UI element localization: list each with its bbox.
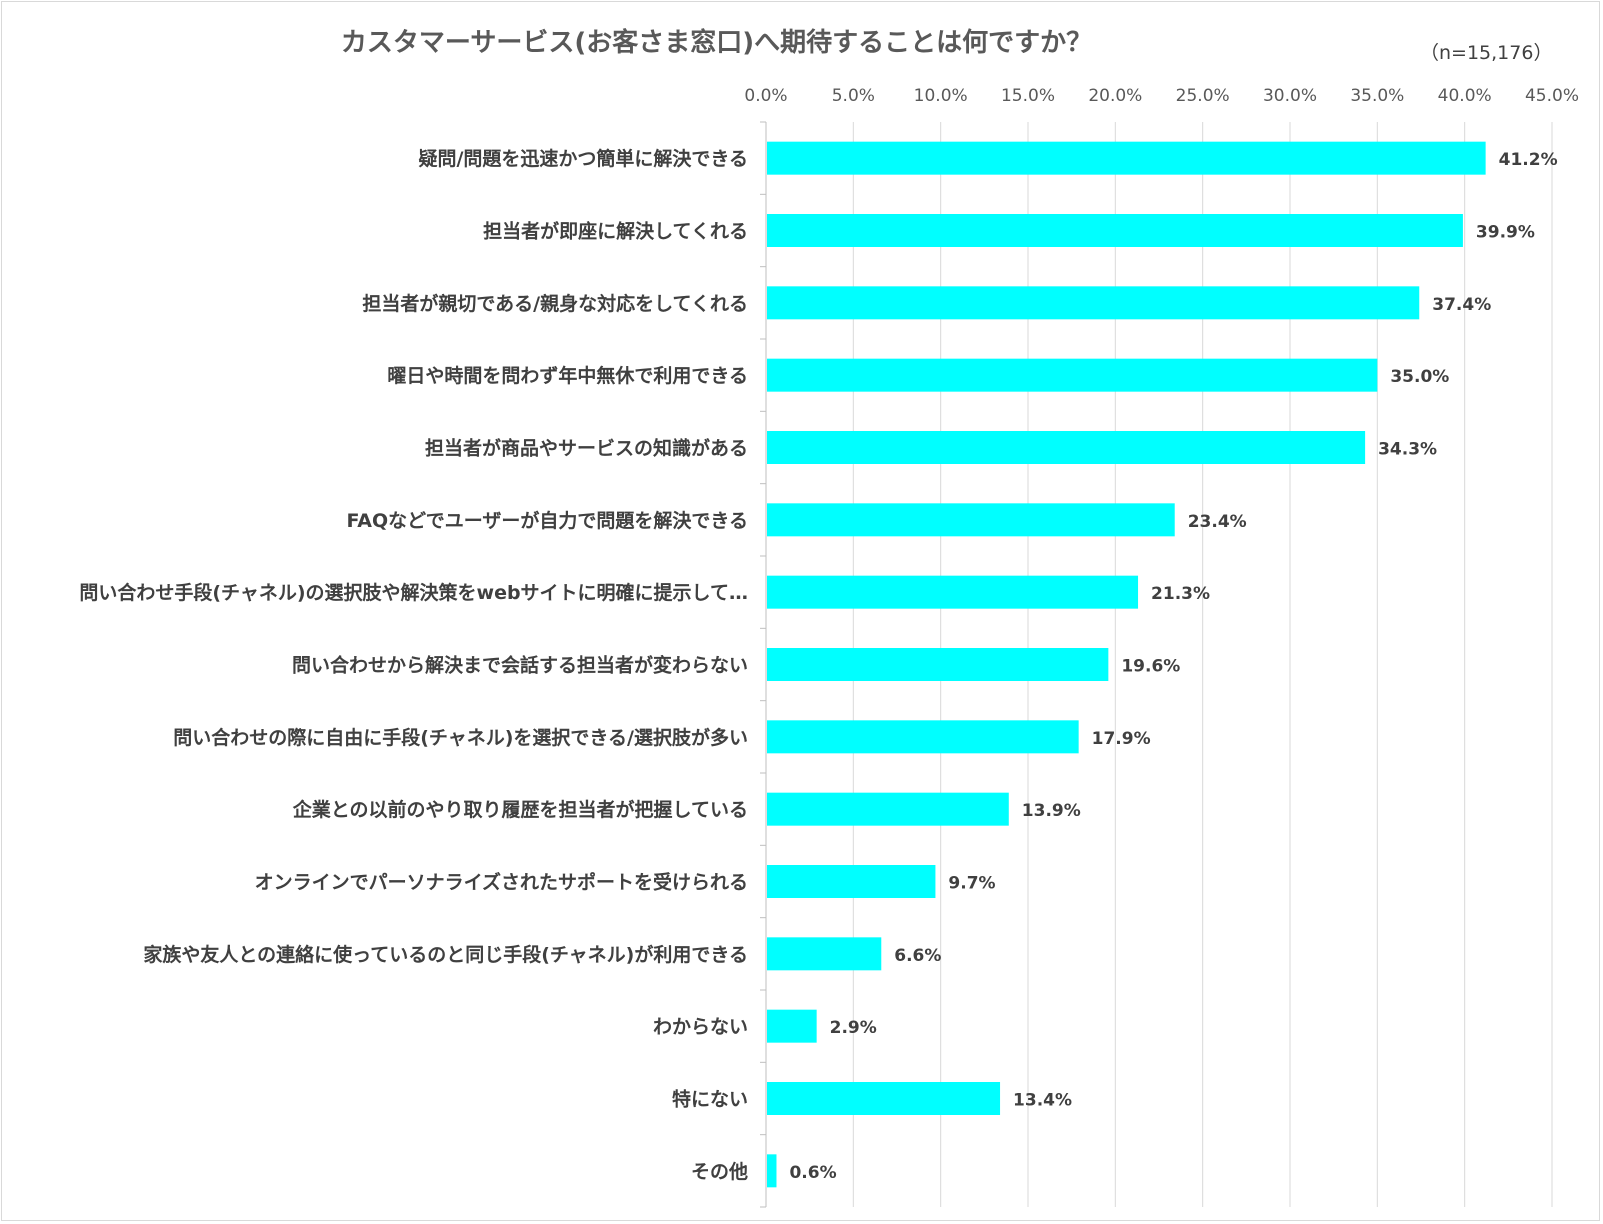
data-label: 23.4% bbox=[1188, 512, 1247, 532]
x-tick-label: 45.0% bbox=[1525, 86, 1579, 106]
bar bbox=[767, 575, 1139, 609]
bar bbox=[767, 503, 1175, 537]
x-tick-label: 30.0% bbox=[1263, 86, 1317, 106]
bar bbox=[767, 792, 1009, 826]
bars bbox=[767, 141, 1486, 1188]
bar bbox=[767, 1082, 1001, 1115]
category-label: 問い合わせから解決まで会話する担当者が変わらない bbox=[292, 654, 748, 677]
bar bbox=[767, 431, 1366, 464]
category-label: 担当者が親切である/親身な対応をしてくれる bbox=[362, 292, 748, 315]
category-label: その他 bbox=[691, 1160, 748, 1183]
x-tick-label: 0.0% bbox=[744, 86, 787, 106]
x-tick-label: 15.0% bbox=[1001, 86, 1055, 106]
bar bbox=[767, 865, 936, 898]
category-label: 問い合わせ手段(チャネル)の選択肢や解決策をwebサイトに明確に提示して… bbox=[79, 581, 748, 604]
bar bbox=[767, 358, 1378, 392]
x-tick-label: 20.0% bbox=[1088, 86, 1142, 106]
category-label: FAQなどでユーザーが自力で問題を解決できる bbox=[346, 509, 748, 532]
category-label: わからない bbox=[653, 1016, 748, 1038]
bar bbox=[767, 286, 1420, 320]
data-label: 37.4% bbox=[1432, 295, 1491, 315]
data-label: 13.9% bbox=[1022, 801, 1081, 821]
data-label: 0.6% bbox=[789, 1163, 836, 1183]
bar bbox=[767, 214, 1463, 247]
data-label: 34.3% bbox=[1378, 440, 1437, 460]
data-label: 35.0% bbox=[1390, 367, 1449, 387]
bar bbox=[767, 648, 1109, 681]
category-label: 企業との以前のやり取り履歴を担当者が把握している bbox=[292, 798, 748, 821]
data-label: 9.7% bbox=[948, 874, 995, 894]
data-label: 41.2% bbox=[1499, 150, 1558, 170]
bar bbox=[767, 141, 1486, 175]
bar bbox=[767, 937, 882, 971]
x-tick-label: 5.0% bbox=[832, 86, 875, 106]
bar bbox=[767, 1154, 777, 1188]
x-axis-tick-labels: 0.0% 5.0% 10.0% 15.0% 20.0% 25.0% 30.0% 35.0% 40… bbox=[744, 86, 1579, 106]
data-label: 17.9% bbox=[1092, 729, 1151, 749]
x-tick-label: 40.0% bbox=[1438, 86, 1492, 106]
category-label: 担当者が即座に解決してくれる bbox=[483, 220, 748, 243]
bar bbox=[767, 1009, 817, 1043]
data-label: 21.3% bbox=[1151, 584, 1210, 604]
category-label: オンラインでパーソナライズされたサポートを受けられる bbox=[255, 871, 748, 894]
category-label: 特にない bbox=[672, 1089, 748, 1111]
category-label: 家族や友人との連絡に使っているのと同じ手段(チャネル)が利用できる bbox=[143, 943, 748, 966]
category-axis bbox=[760, 121, 767, 1208]
data-label: 2.9% bbox=[830, 1018, 877, 1038]
category-label: 担当者が商品やサービスの知識がある bbox=[425, 437, 748, 460]
value-labels: 41.2% 39.9% 37.4% 35.0% 34.3% 23.4% 21.3% 19.6%… bbox=[789, 150, 1557, 1183]
data-label: 39.9% bbox=[1476, 223, 1535, 243]
category-label: 曜日や時間を問わず年中無休で利用できる bbox=[387, 364, 748, 387]
category-label: 疑問/問題を迅速かつ簡単に解決できる bbox=[418, 147, 748, 170]
data-label: 6.6% bbox=[894, 946, 941, 966]
chart-title: カスタマーサービス(お客さま窓口)へ期待することは何ですか？ bbox=[340, 28, 1093, 58]
x-tick-label: 10.0% bbox=[914, 86, 968, 106]
category-label: 問い合わせの際に自由に手段(チャネル)を選択できる/選択肢が多い bbox=[173, 726, 748, 749]
x-tick-label: 35.0% bbox=[1350, 86, 1404, 106]
data-label: 13.4% bbox=[1013, 1091, 1072, 1111]
bar bbox=[767, 720, 1079, 754]
data-label: 19.6% bbox=[1121, 657, 1180, 677]
sample-size-note: （n=15,176） bbox=[1420, 42, 1553, 64]
x-tick-label: 25.0% bbox=[1176, 86, 1230, 106]
category-labels: 疑問/問題を迅速かつ簡単に解決できる担当者が即座に解決してくれる担当者が親切であ… bbox=[79, 147, 748, 1183]
